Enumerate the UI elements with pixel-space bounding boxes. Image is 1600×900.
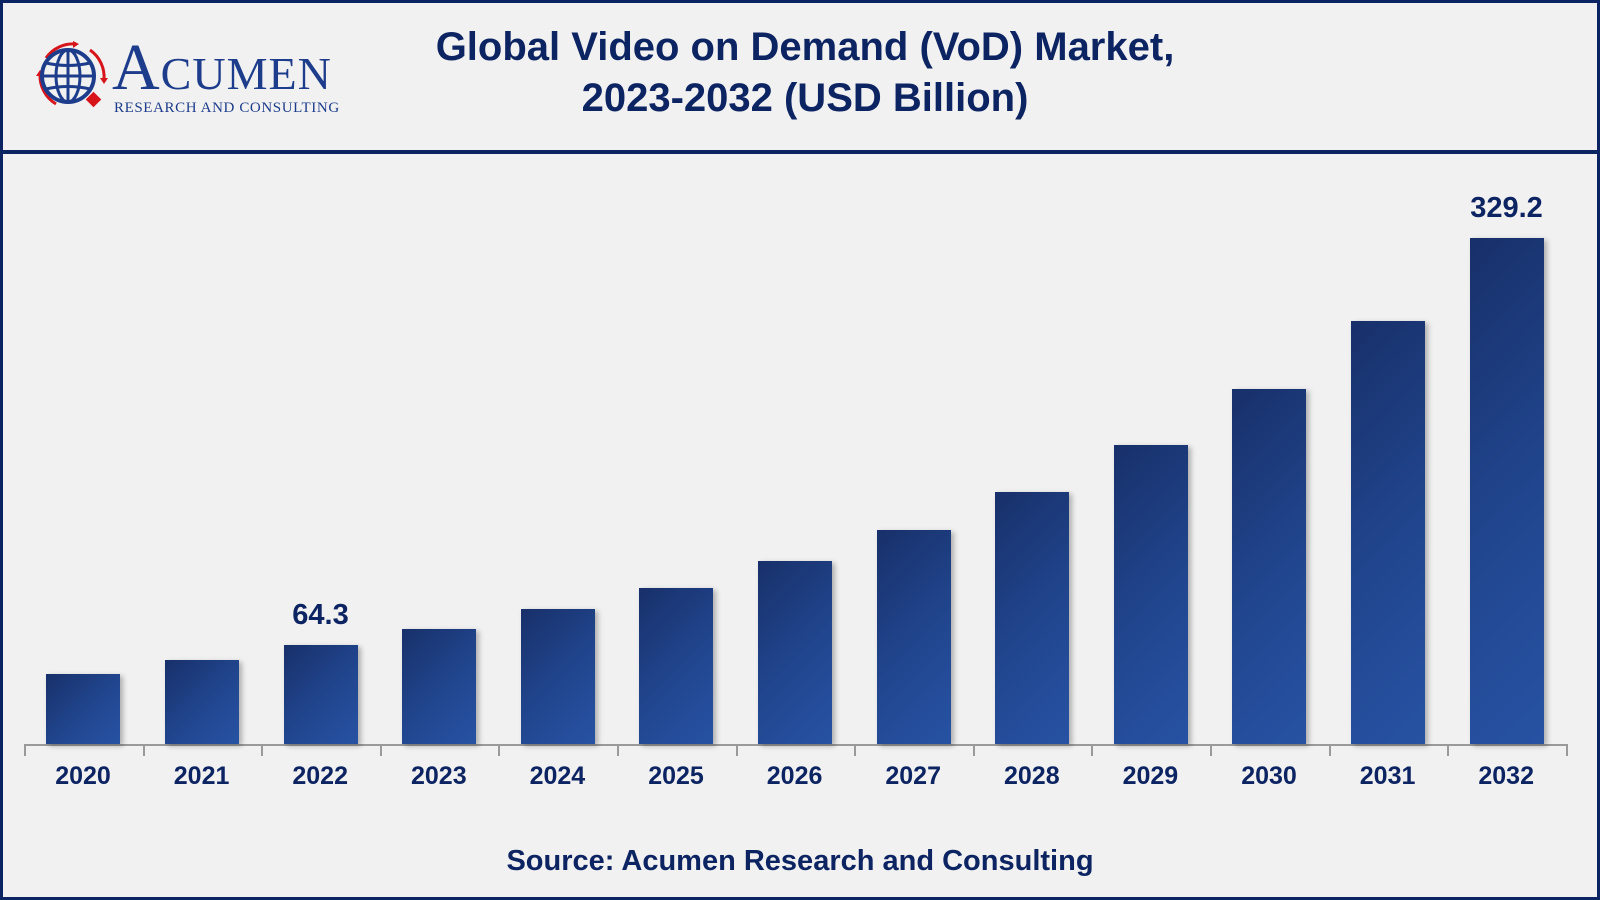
x-axis-label-2026: 2026	[766, 762, 823, 790]
bar-2028	[995, 491, 1070, 744]
logo-tagline: RESEARCH AND CONSULTING	[114, 100, 340, 116]
x-axis-tick	[1091, 744, 1094, 756]
bar-2027	[876, 530, 951, 744]
bar-chart: 2020 2021 64.3 2022 2023 2024 2025 2026 2027 2028…	[0, 154, 1600, 900]
bar-2026	[757, 561, 832, 744]
x-axis-tick	[1565, 744, 1568, 756]
x-axis-tick	[1447, 744, 1450, 756]
source-note: Source: Acumen Research and Consulting	[506, 845, 1094, 877]
x-axis-label-2032: 2032	[1478, 762, 1534, 790]
bar-2021	[164, 660, 239, 744]
x-axis-label-2022: 2022	[292, 762, 348, 790]
bar-2023	[402, 628, 477, 744]
bar-2025	[639, 587, 714, 744]
data-label-2032: 329.2	[1470, 192, 1543, 224]
x-axis-label-2025: 2025	[648, 762, 704, 790]
bar-2020	[46, 673, 121, 744]
title-line-2: 2023-2032 (USD Billion)	[581, 76, 1029, 120]
x-axis-tick	[617, 744, 619, 756]
bar-2022	[283, 645, 358, 744]
x-axis-label-2021: 2021	[173, 762, 230, 790]
x-axis-label-2029: 2029	[1122, 762, 1179, 790]
bar-2031	[1350, 321, 1425, 744]
x-axis-tick	[498, 744, 501, 756]
x-axis-label-2028: 2028	[1003, 762, 1060, 790]
acumen-logo: ACUMEN RESEARCH AND CONSULTING	[32, 31, 362, 118]
bar-2032	[1469, 238, 1544, 744]
x-axis-label-2030: 2030	[1241, 762, 1297, 790]
x-axis-label-2031: 2031	[1359, 762, 1416, 790]
bar-2024	[520, 609, 595, 744]
x-axis-tick	[735, 744, 738, 756]
x-axis-tick	[854, 744, 857, 756]
x-axis-label-2027: 2027	[885, 762, 941, 790]
x-axis-label-2020: 2020	[55, 762, 111, 790]
globe-icon	[36, 41, 108, 108]
chart-title: Global Video on Demand (VoD) Market, 202…	[380, 22, 1230, 124]
x-axis-tick	[1210, 744, 1212, 756]
x-axis-tick	[142, 744, 145, 756]
header-divider	[0, 150, 1600, 154]
header: ACUMEN RESEARCH AND CONSULTING Global Vi…	[0, 0, 1600, 150]
x-axis-tick	[379, 744, 382, 756]
logo-wordmark: ACUMEN	[112, 31, 332, 104]
x-axis-line	[24, 744, 1567, 746]
bar-2030	[1232, 388, 1307, 744]
x-axis-label-2024: 2024	[529, 762, 586, 790]
title-line-1: Global Video on Demand (VoD) Market,	[435, 25, 1175, 69]
bar-2029	[1113, 445, 1188, 744]
x-axis-tick	[972, 744, 975, 756]
x-axis-tick	[1328, 744, 1331, 756]
data-label-2022: 64.3	[292, 599, 349, 632]
x-axis-tick	[24, 744, 26, 756]
x-axis-label-2023: 2023	[410, 762, 467, 790]
x-axis-tick	[261, 744, 264, 756]
